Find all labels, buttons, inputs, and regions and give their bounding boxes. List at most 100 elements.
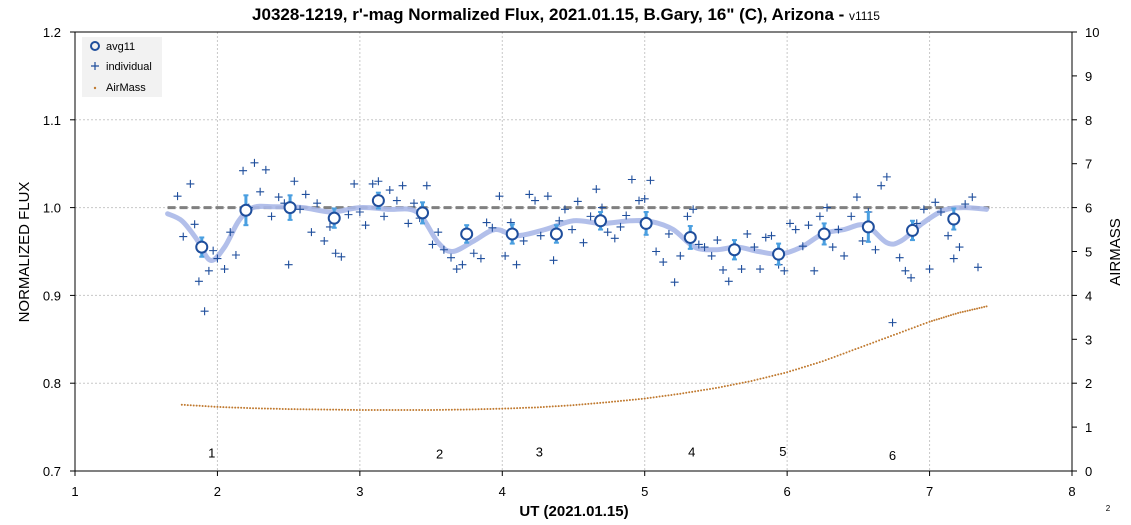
individual-point xyxy=(447,253,456,262)
individual-point xyxy=(380,212,389,221)
individual-point xyxy=(750,243,759,252)
individual-point xyxy=(482,218,491,227)
airmass-point xyxy=(189,404,192,407)
airmass-point xyxy=(572,404,575,407)
individual-point xyxy=(840,251,849,260)
airmass-point xyxy=(954,312,957,315)
airmass-point xyxy=(344,408,347,411)
individual-point xyxy=(877,181,886,190)
airmass-point xyxy=(237,406,240,409)
airmass-point xyxy=(255,407,258,410)
airmass-point xyxy=(863,344,866,347)
airmass-point xyxy=(367,408,370,411)
airmass-point xyxy=(815,362,818,365)
airmass-point xyxy=(542,405,545,408)
y2-tick-label: 0 xyxy=(1085,464,1092,479)
individual-point xyxy=(495,192,504,201)
individual-point xyxy=(422,181,431,190)
airmass-point xyxy=(664,394,667,397)
airmass-point xyxy=(296,408,299,411)
individual-point xyxy=(469,249,478,258)
individual-point xyxy=(368,179,377,188)
airmass-point xyxy=(806,364,809,367)
individual-point xyxy=(780,266,789,275)
individual-point xyxy=(452,265,461,274)
avg-point xyxy=(416,206,430,220)
airmass-point xyxy=(385,408,388,411)
airmass-point xyxy=(884,337,887,340)
airmass-point xyxy=(438,408,441,411)
chart-title: J0328-1219, r'-mag Normalized Flux, 2021… xyxy=(252,5,880,24)
airmass-point xyxy=(741,381,744,384)
airmass-point xyxy=(346,408,349,411)
airmass-point xyxy=(249,407,252,410)
avg-point xyxy=(195,240,209,254)
airmass-point xyxy=(895,332,898,335)
y-tick-label: 1.1 xyxy=(43,113,61,128)
airmass-point xyxy=(581,403,584,406)
airmass-point xyxy=(329,408,332,411)
airmass-point xyxy=(293,408,296,411)
plot-frame xyxy=(74,31,1073,472)
airmass-point xyxy=(714,387,717,390)
airmass-point xyxy=(560,404,563,407)
airmass-point xyxy=(388,408,391,411)
avg-point xyxy=(505,227,519,241)
airmass-point xyxy=(652,396,655,399)
individual-point xyxy=(592,185,601,194)
airmass-point xyxy=(634,398,637,401)
airmass-point xyxy=(747,380,750,383)
individual-point xyxy=(186,179,195,188)
airmass-point xyxy=(299,408,302,411)
smooth-curve-line xyxy=(165,203,990,263)
airmass-point xyxy=(415,408,418,411)
airmass-point xyxy=(213,405,216,408)
individual-point xyxy=(719,265,728,274)
airmass-point xyxy=(593,402,596,405)
avg-point xyxy=(594,214,608,228)
individual-point xyxy=(337,252,346,261)
airmass-point xyxy=(971,308,974,311)
annotation-label: 2 xyxy=(436,446,443,461)
airmass-point xyxy=(352,408,355,411)
airmass-point xyxy=(809,363,812,366)
airmass-point xyxy=(869,342,872,345)
legend: avg11 individual AirMass xyxy=(82,37,162,97)
y-axis-title: NORMALIZED FLUX xyxy=(16,182,33,323)
airmass-point xyxy=(930,320,933,323)
individual-point xyxy=(683,212,692,221)
airmass-point xyxy=(527,406,530,409)
airmass-point xyxy=(403,408,406,411)
airmass-point xyxy=(889,335,892,338)
airmass-point xyxy=(966,309,969,312)
individual-point xyxy=(694,240,703,249)
airmass-point xyxy=(708,387,711,390)
airmass-point xyxy=(661,395,664,398)
individual-point xyxy=(603,228,612,237)
individual-point xyxy=(536,231,545,240)
airmass-point xyxy=(800,366,803,369)
airmass-point xyxy=(875,340,878,343)
individual-point xyxy=(404,219,413,228)
airmass-point xyxy=(717,386,720,389)
airmass-point xyxy=(501,407,504,410)
individual-point xyxy=(925,265,934,274)
individual-point xyxy=(213,254,222,263)
airmass-point xyxy=(985,305,988,308)
airmass-point xyxy=(922,322,925,325)
airmass-point xyxy=(682,392,685,395)
airmass-point xyxy=(201,404,204,407)
airmass-point xyxy=(780,372,783,375)
airmass-point xyxy=(904,329,907,332)
airmass-point xyxy=(898,331,901,334)
airmass-point xyxy=(266,407,269,410)
individual-point xyxy=(296,205,305,214)
airmass-point xyxy=(723,385,726,388)
y2-tick-label: 8 xyxy=(1085,113,1092,128)
airmass-point xyxy=(569,404,572,407)
airmass-point xyxy=(474,408,477,411)
airmass-point xyxy=(548,405,551,408)
airmass-point xyxy=(655,395,658,398)
individual-point xyxy=(659,258,668,267)
airmass-point xyxy=(441,408,444,411)
